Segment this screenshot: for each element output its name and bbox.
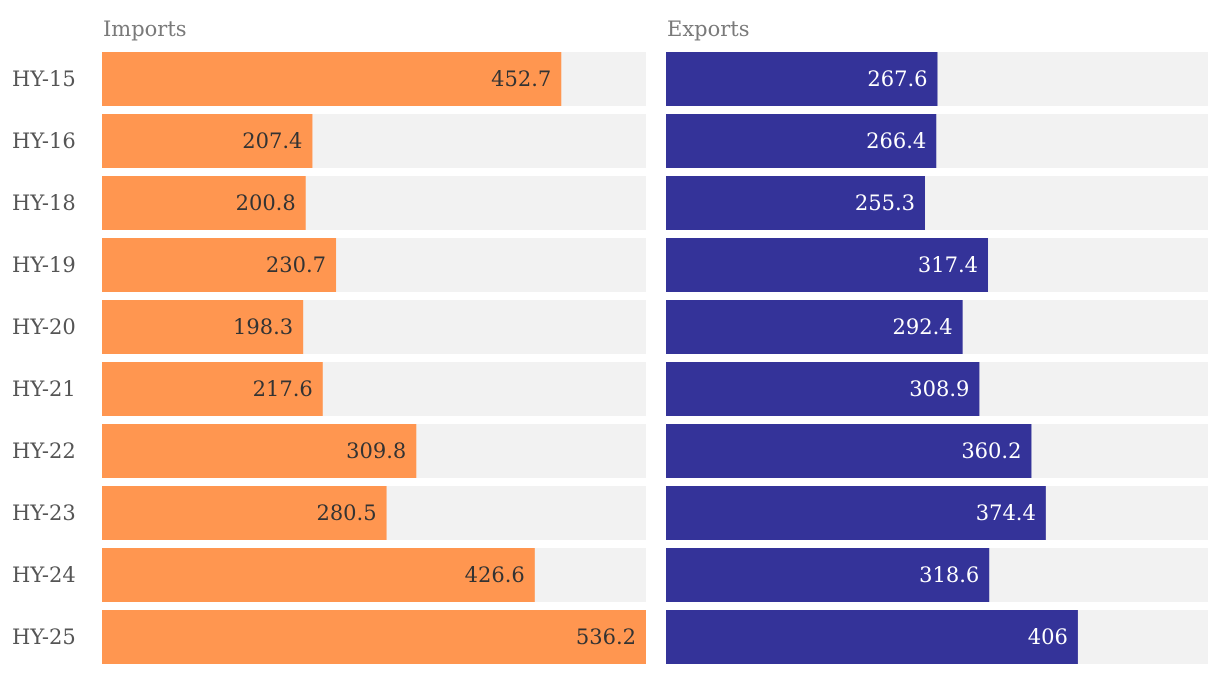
- category-labels: HY-15 HY-16 HY-18 HY-19 HY-20 HY-21 HY-22 HY-23…: [12, 67, 76, 649]
- exports-bar-hy-21: [666, 362, 980, 416]
- exports-bar-hy-18: [666, 176, 926, 230]
- imports-value-label-hy-15: 452.7: [491, 67, 551, 91]
- category-label-hy-21: HY-21: [12, 377, 76, 401]
- exports-value-label-hy-24: 318.6: [919, 563, 979, 587]
- exports-value-label-hy-22: 360.2: [961, 439, 1021, 463]
- exports-bar-hy-23: [666, 486, 1046, 540]
- exports-panel: Exports 267.6 266.4 255.3 317.4 292.4 308.9 360…: [666, 17, 1208, 664]
- imports-value-label-hy-18: 200.8: [236, 191, 296, 215]
- imports-value-label-hy-20: 198.3: [233, 315, 293, 339]
- imports-bar-hy-20: [102, 300, 304, 354]
- imports-value-label-hy-24: 426.6: [465, 563, 525, 587]
- exports-bar-hy-24: [666, 548, 990, 602]
- exports-value-label-hy-21: 308.9: [909, 377, 969, 401]
- category-label-hy-16: HY-16: [12, 129, 76, 153]
- imports-value-label-hy-19: 230.7: [266, 253, 326, 277]
- imports-value-label-hy-21: 217.6: [253, 377, 313, 401]
- exports-bar-hy-16: [666, 114, 937, 168]
- exports-bar-hy-22: [666, 424, 1032, 478]
- imports-bar-hy-19: [102, 238, 337, 292]
- exports-value-label-hy-23: 374.4: [976, 501, 1036, 525]
- exports-value-label-hy-18: 255.3: [855, 191, 915, 215]
- imports-panel-title: Imports: [103, 17, 187, 41]
- category-label-hy-15: HY-15: [12, 67, 76, 91]
- imports-bar-hy-23: [102, 486, 387, 540]
- imports-bar-hy-21: [102, 362, 323, 416]
- exports-bar-hy-15: [666, 52, 938, 106]
- exports-bar-hy-20: [666, 300, 963, 354]
- exports-value-label-hy-19: 317.4: [918, 253, 978, 277]
- category-label-hy-20: HY-20: [12, 315, 76, 339]
- category-label-hy-19: HY-19: [12, 253, 76, 277]
- imports-value-label-hy-22: 309.8: [346, 439, 406, 463]
- exports-bar-hy-25: [666, 610, 1078, 664]
- category-label-hy-25: HY-25: [12, 625, 76, 649]
- category-label-hy-18: HY-18: [12, 191, 76, 215]
- category-label-hy-24: HY-24: [12, 563, 76, 587]
- imports-value-label-hy-16: 207.4: [242, 129, 302, 153]
- imports-bar-hy-22: [102, 424, 417, 478]
- imports-bar-hy-15: [102, 52, 562, 106]
- exports-panel-title: Exports: [667, 17, 750, 41]
- exports-value-label-hy-15: 267.6: [867, 67, 927, 91]
- imports-bar-hy-24: [102, 548, 535, 602]
- imports-bar-hy-25: [102, 610, 646, 664]
- imports-panel: Imports 452.7 207.4 200.8 230.7 198.3 217.6 309…: [102, 17, 646, 664]
- exports-value-label-hy-25: 406: [1028, 625, 1068, 649]
- category-label-hy-22: HY-22: [12, 439, 76, 463]
- exports-bar-hy-19: [666, 238, 989, 292]
- category-label-hy-23: HY-23: [12, 501, 76, 525]
- imports-value-label-hy-25: 536.2: [576, 625, 636, 649]
- imports-bar-hy-18: [102, 176, 306, 230]
- exports-value-label-hy-16: 266.4: [866, 129, 926, 153]
- exports-value-label-hy-20: 292.4: [893, 315, 953, 339]
- imports-value-label-hy-23: 280.5: [316, 501, 376, 525]
- imports-bar-hy-16: [102, 114, 313, 168]
